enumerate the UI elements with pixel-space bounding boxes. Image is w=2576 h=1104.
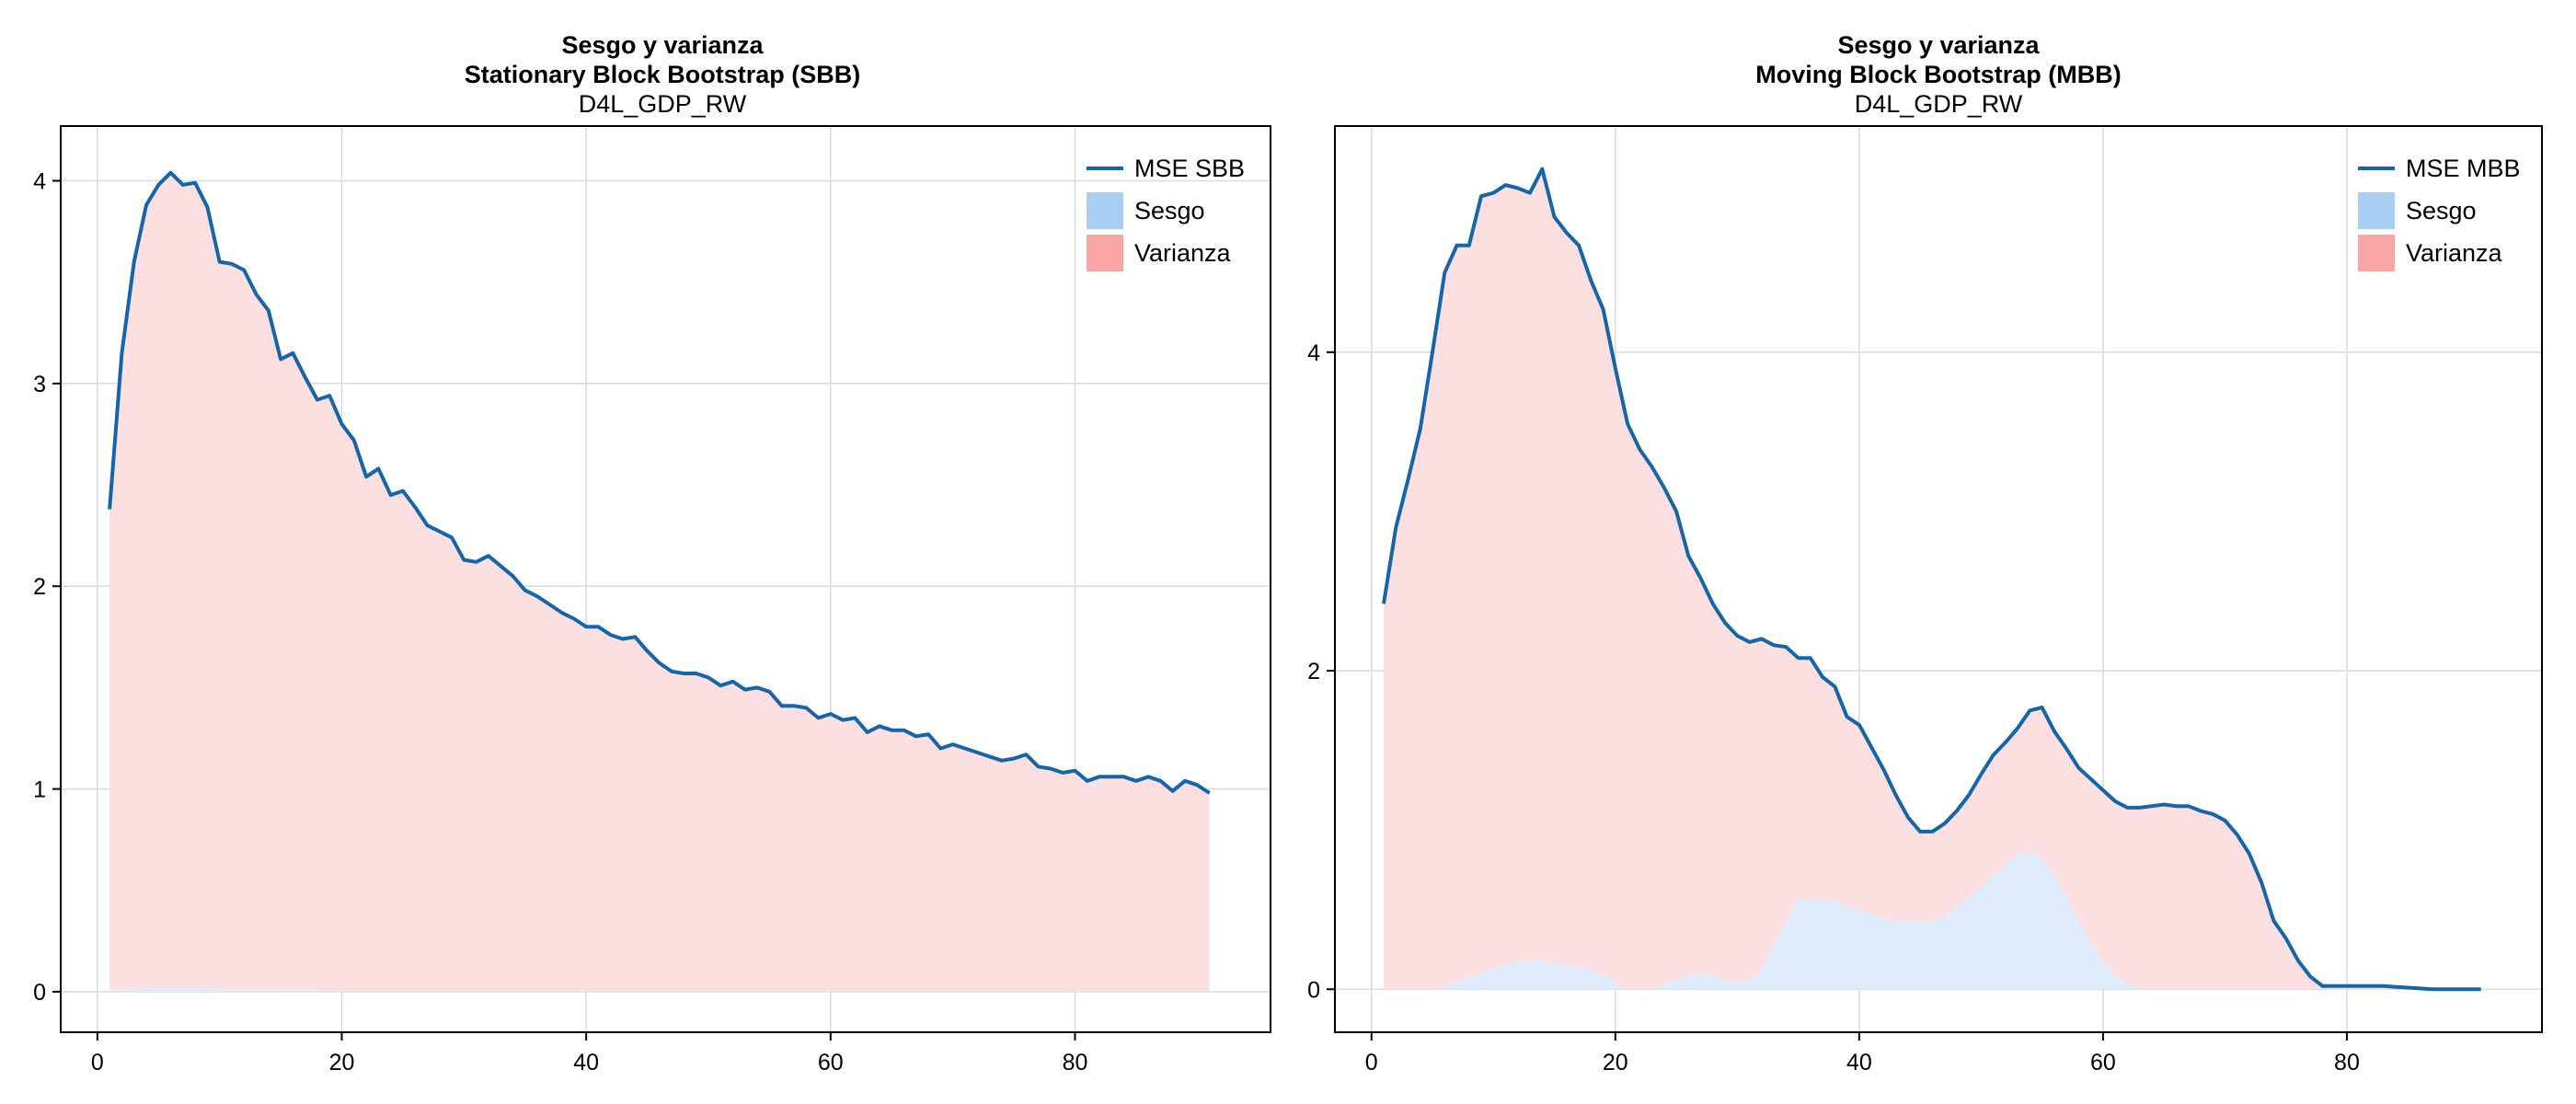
legend-sesgo-swatch bbox=[1087, 192, 1123, 229]
legend-label: Sesgo bbox=[2406, 197, 2477, 224]
x-tick-label: 20 bbox=[1603, 1050, 1628, 1075]
mbb-axes: 0 20 40 60 80 0 2 4 bbox=[1307, 125, 2543, 1075]
sbb-plot-area bbox=[108, 170, 1211, 992]
sbb-series-label: D4L_GDP_RW bbox=[579, 90, 747, 118]
legend-label: MSE MBB bbox=[2406, 155, 2521, 182]
y-tick-label: 2 bbox=[33, 574, 46, 600]
sesgo-area bbox=[109, 987, 1210, 992]
legend-label: Sesgo bbox=[1134, 197, 1205, 224]
sbb-axes: 0 20 40 60 80 0 1 2 3 4 bbox=[33, 125, 1271, 1075]
legend-sesgo-swatch bbox=[2358, 192, 2395, 229]
y-tick-label: 3 bbox=[33, 372, 46, 397]
sbb-legend: MSE SBB Sesgo Varianza bbox=[1087, 155, 1245, 271]
y-tick-label: 4 bbox=[1307, 340, 1320, 366]
legend-varianza-swatch bbox=[2358, 235, 2395, 271]
legend-varianza-swatch bbox=[1087, 235, 1123, 271]
x-tick-label: 0 bbox=[1365, 1050, 1378, 1075]
mbb-subtitle: Moving Block Bootstrap (MBB) bbox=[1755, 61, 2122, 88]
x-tick-label: 20 bbox=[329, 1050, 355, 1075]
y-tick-label: 1 bbox=[33, 777, 46, 803]
legend-label: Varianza bbox=[2406, 239, 2503, 267]
x-tick-label: 60 bbox=[2090, 1050, 2116, 1075]
mbb-series-label: D4L_GDP_RW bbox=[1855, 90, 2023, 118]
sesgo-area bbox=[1384, 850, 2481, 990]
x-tick-label: 60 bbox=[818, 1050, 844, 1075]
mse-line bbox=[1382, 167, 2481, 992]
sbb-subtitle: Stationary Block Bootstrap (SBB) bbox=[465, 61, 861, 88]
plot-frame bbox=[60, 125, 1271, 1033]
x-tick-label: 0 bbox=[91, 1050, 104, 1075]
varianza-area bbox=[109, 172, 1210, 992]
y-tick-label: 0 bbox=[33, 980, 46, 1006]
legend-label: MSE SBB bbox=[1134, 155, 1245, 182]
varianza-area bbox=[1384, 168, 2481, 990]
mbb-title: Sesgo y varianza bbox=[1837, 31, 2040, 59]
mbb-legend: MSE MBB Sesgo Varianza bbox=[2358, 155, 2521, 271]
x-tick-label: 80 bbox=[1063, 1050, 1088, 1075]
mse-line bbox=[108, 170, 1211, 795]
panel-sbb: Sesgo y varianza Stationary Block Bootst… bbox=[33, 31, 1271, 1075]
y-tick-label: 2 bbox=[1307, 659, 1320, 684]
legend-label: Varianza bbox=[1134, 239, 1232, 267]
y-tick-label: 4 bbox=[33, 168, 46, 194]
mbb-plot-area bbox=[1382, 167, 2481, 992]
plot-frame bbox=[1334, 125, 2543, 1033]
panel-mbb: Sesgo y varianza Moving Block Bootstrap … bbox=[1307, 31, 2543, 1075]
y-tick-label: 0 bbox=[1307, 977, 1320, 1003]
x-tick-label: 80 bbox=[2334, 1050, 2360, 1075]
x-tick-label: 40 bbox=[1846, 1050, 1872, 1075]
sbb-title: Sesgo y varianza bbox=[561, 31, 764, 59]
x-tick-label: 40 bbox=[573, 1050, 599, 1075]
